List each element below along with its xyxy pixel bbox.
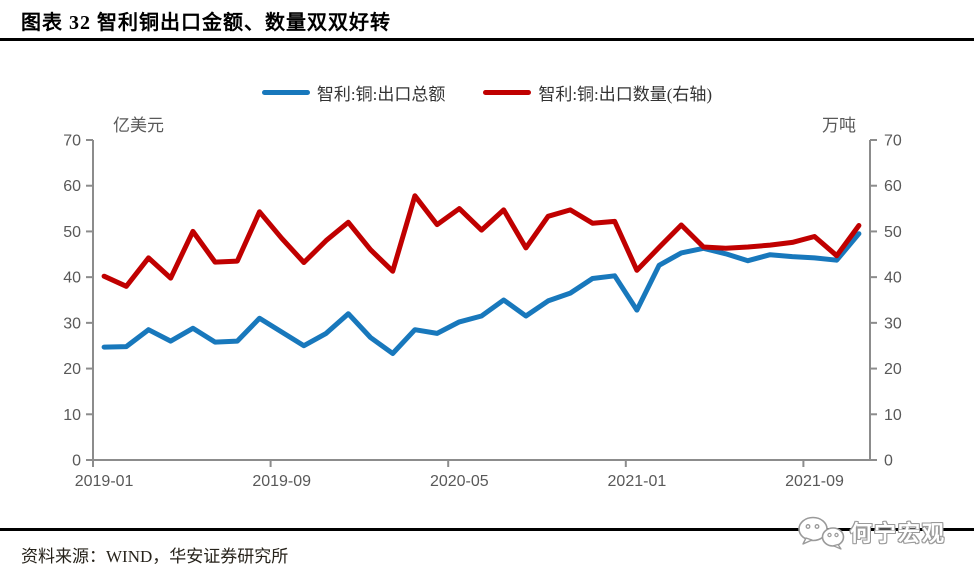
y-axis-tick-label-right: 40: [884, 270, 902, 287]
y-axis-tick-label-right: 30: [884, 315, 902, 332]
legend-label: 智利:铜:出口总额: [316, 85, 446, 104]
legend-item-export-value: 智利:铜:出口总额: [261, 80, 446, 105]
y-axis-tick-label-left: 20: [63, 361, 81, 378]
y-axis-tick-label-left: 50: [63, 224, 81, 241]
source-text: 资料来源：WIND，华安证券研究所: [21, 547, 289, 566]
legend-marker-blue: [261, 90, 310, 95]
left-axis-unit-label: 亿美元: [113, 116, 164, 135]
y-axis-tick-label-right: 50: [884, 224, 902, 241]
y-axis-tick-label-right: 10: [884, 407, 902, 424]
y-axis-tick-label-right: 70: [884, 133, 902, 150]
y-axis-tick-label-left: 10: [63, 407, 81, 424]
y-axis-tick-label-left: 60: [63, 178, 81, 195]
x-axis-tick-label: 2021-01: [608, 473, 667, 490]
export-value-line: [101, 231, 862, 356]
legend-marker-red: [483, 90, 532, 95]
legend-label: 智利:铜:出口数量(右轴): [538, 85, 713, 104]
wechat-icon: [798, 516, 845, 550]
y-axis-tick-label-left: 40: [63, 270, 81, 287]
y-axis-tick-label-right: 20: [884, 361, 902, 378]
legend-item-export-quantity: 智利:铜:出口数量(右轴): [483, 80, 712, 105]
footer-rule: [0, 528, 974, 531]
page-title: 图表 32 智利铜出口金额、数量双双好转: [21, 12, 391, 34]
x-axis-tick-label: 2019-01: [75, 473, 134, 490]
y-axis-tick-label-left: 30: [63, 315, 81, 332]
x-axis-tick-label: 2020-05: [430, 473, 489, 490]
title-rule: [0, 38, 974, 41]
x-axis-tick-label: 2021-09: [785, 473, 844, 490]
y-axis-tick-label-right: 0: [884, 453, 893, 470]
export-quantity-line: [101, 193, 862, 289]
watermark: 何宁宏观: [796, 514, 946, 550]
y-axis-tick-label-right: 60: [884, 178, 902, 195]
right-axis-unit-label: 万吨: [822, 116, 856, 135]
x-axis-tick-label: 2019-09: [252, 473, 311, 490]
y-axis-tick-label-left: 0: [72, 453, 81, 470]
y-axis-tick-label-left: 70: [63, 133, 81, 150]
watermark-text: 何宁宏观: [850, 521, 947, 546]
legend: 智利:铜:出口总额 智利:铜:出口数量(右轴): [0, 80, 974, 105]
